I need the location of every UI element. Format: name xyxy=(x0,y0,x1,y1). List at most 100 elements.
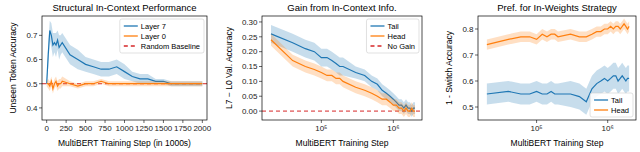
x-tick-label: 750 xyxy=(98,124,112,133)
y-tick xyxy=(475,107,478,108)
y-tick-label: 0.25 xyxy=(242,33,258,42)
y-axis-label: Unseen Token Accuracy xyxy=(8,22,18,114)
y-tick-label: 0.7 xyxy=(26,31,38,40)
x-tick-label: 0 xyxy=(44,124,49,133)
title: Gain from In-Context Info. xyxy=(287,2,396,13)
x-tick-label: 1750 xyxy=(174,124,192,133)
y-tick-label: 0.10 xyxy=(242,77,258,86)
title: Pref. for In-Weights Strategy xyxy=(497,2,617,13)
y-tick-label: 0.00 xyxy=(242,107,258,116)
x-axis-label: MultiBERT Training Step (in 1000s) xyxy=(58,138,191,148)
x-tick xyxy=(536,120,537,123)
plot-frame xyxy=(478,16,636,120)
x-tick xyxy=(124,120,125,123)
legend-swatch xyxy=(370,25,384,26)
x-tick xyxy=(46,120,47,123)
x-tick-label: 10⁵ xyxy=(530,124,542,133)
legend: TailHead xyxy=(590,93,633,117)
y-tick xyxy=(39,107,42,108)
panel: 0.4 0.5 0.6 0.7 0 250 500 750 100012501500175020… xyxy=(8,2,212,148)
x-tick-label: 1000 xyxy=(116,124,134,133)
x-tick-label: 1250 xyxy=(135,124,153,133)
legend-label: Head xyxy=(387,32,405,41)
y-tick xyxy=(475,29,478,30)
y-tick-label: 0.20 xyxy=(242,47,258,56)
y-tick-label: 0.5 xyxy=(26,80,38,89)
series-line xyxy=(271,40,415,111)
x-tick xyxy=(182,120,183,123)
y-tick xyxy=(259,66,262,67)
x-tick-label: 10⁶ xyxy=(602,124,614,133)
y-tick xyxy=(475,55,478,56)
x-tick-label: 500 xyxy=(79,124,93,133)
y-tick xyxy=(475,81,478,82)
y-tick xyxy=(259,81,262,82)
x-tick xyxy=(393,120,394,123)
y-tick-label: 0.4 xyxy=(26,104,38,113)
legend-label: Tail xyxy=(387,22,399,31)
y-tick xyxy=(259,51,262,52)
x-tick xyxy=(321,120,322,123)
x-tick-label: 10⁶ xyxy=(387,124,399,133)
error-band xyxy=(487,19,629,50)
x-axis-label: MultiBERT Training Step xyxy=(296,138,389,148)
x-tick xyxy=(163,120,164,123)
y-tick-label: 0.6 xyxy=(26,55,38,64)
x-tick xyxy=(66,120,67,123)
plot-frame xyxy=(42,16,207,120)
panel: 0.5 0.6 0.7 0.8 10⁵ 10⁶ Pref. for In-Weights S… xyxy=(444,2,636,148)
y-tick xyxy=(259,21,262,22)
legend-box xyxy=(366,19,419,53)
legend-label: Head xyxy=(611,106,629,115)
error-band xyxy=(47,76,203,93)
plot-frame xyxy=(262,16,422,120)
y-tick-label: 0.5 xyxy=(462,103,474,112)
y-axis-label: 1 - Switch Accuracy xyxy=(444,30,454,105)
y-tick xyxy=(259,36,262,37)
y-tick-label: 0.6 xyxy=(462,77,474,86)
series-line xyxy=(47,81,203,88)
legend-swatch xyxy=(124,45,138,46)
legend: TailHeadNo Gain xyxy=(366,19,419,53)
plot-area xyxy=(487,19,629,115)
legend-swatch xyxy=(124,35,138,36)
legend-label: No Gain xyxy=(387,42,415,51)
legend-box xyxy=(120,19,204,53)
y-tick-label: 0.15 xyxy=(242,62,258,71)
plot-area xyxy=(262,25,422,117)
x-tick-label: 250 xyxy=(59,124,73,133)
y-tick-label: 0.30 xyxy=(242,18,258,27)
y-tick xyxy=(39,35,42,36)
x-tick-label: 1500 xyxy=(155,124,173,133)
legend-swatch xyxy=(370,45,384,46)
legend-box xyxy=(590,93,633,117)
legend-swatch xyxy=(370,35,384,36)
x-tick-label: 2000 xyxy=(193,124,211,133)
x-tick-label: 10⁵ xyxy=(315,124,327,133)
x-axis-label: MultiBERT Training Step xyxy=(511,138,604,148)
error-band xyxy=(271,25,415,117)
y-tick xyxy=(39,83,42,84)
title: Structural In-Context Performance xyxy=(52,2,196,13)
y-tick-label: 0.05 xyxy=(242,92,258,101)
figure: 0.4 0.5 0.6 0.7 0 250 500 750 100012501500175020… xyxy=(0,0,640,152)
series-line xyxy=(487,24,629,45)
panel: 0.00 0.05 0.10 0.15 0.20 0.25 0.30 10⁵ 10⁶ Gain f… xyxy=(224,2,422,148)
y-tick-label: 0.7 xyxy=(462,51,474,60)
x-tick xyxy=(85,120,86,123)
legend-swatch xyxy=(594,99,608,100)
y-tick xyxy=(39,59,42,60)
legend-label: Layer 0 xyxy=(141,32,166,41)
x-tick xyxy=(143,120,144,123)
legend-swatch xyxy=(124,25,138,26)
y-tick xyxy=(259,96,262,97)
y-axis-label: L7 − L0 Val. Accuracy xyxy=(224,26,234,109)
error-band xyxy=(271,34,415,117)
legend-swatch xyxy=(594,109,608,110)
x-tick xyxy=(202,120,203,123)
x-tick xyxy=(607,120,608,123)
legend-label: Random Baseline xyxy=(141,42,200,51)
legend-label: Tail xyxy=(611,96,623,105)
y-tick-label: 0.8 xyxy=(462,25,474,34)
legend: Layer 7Layer 0Random Baseline xyxy=(120,19,204,53)
